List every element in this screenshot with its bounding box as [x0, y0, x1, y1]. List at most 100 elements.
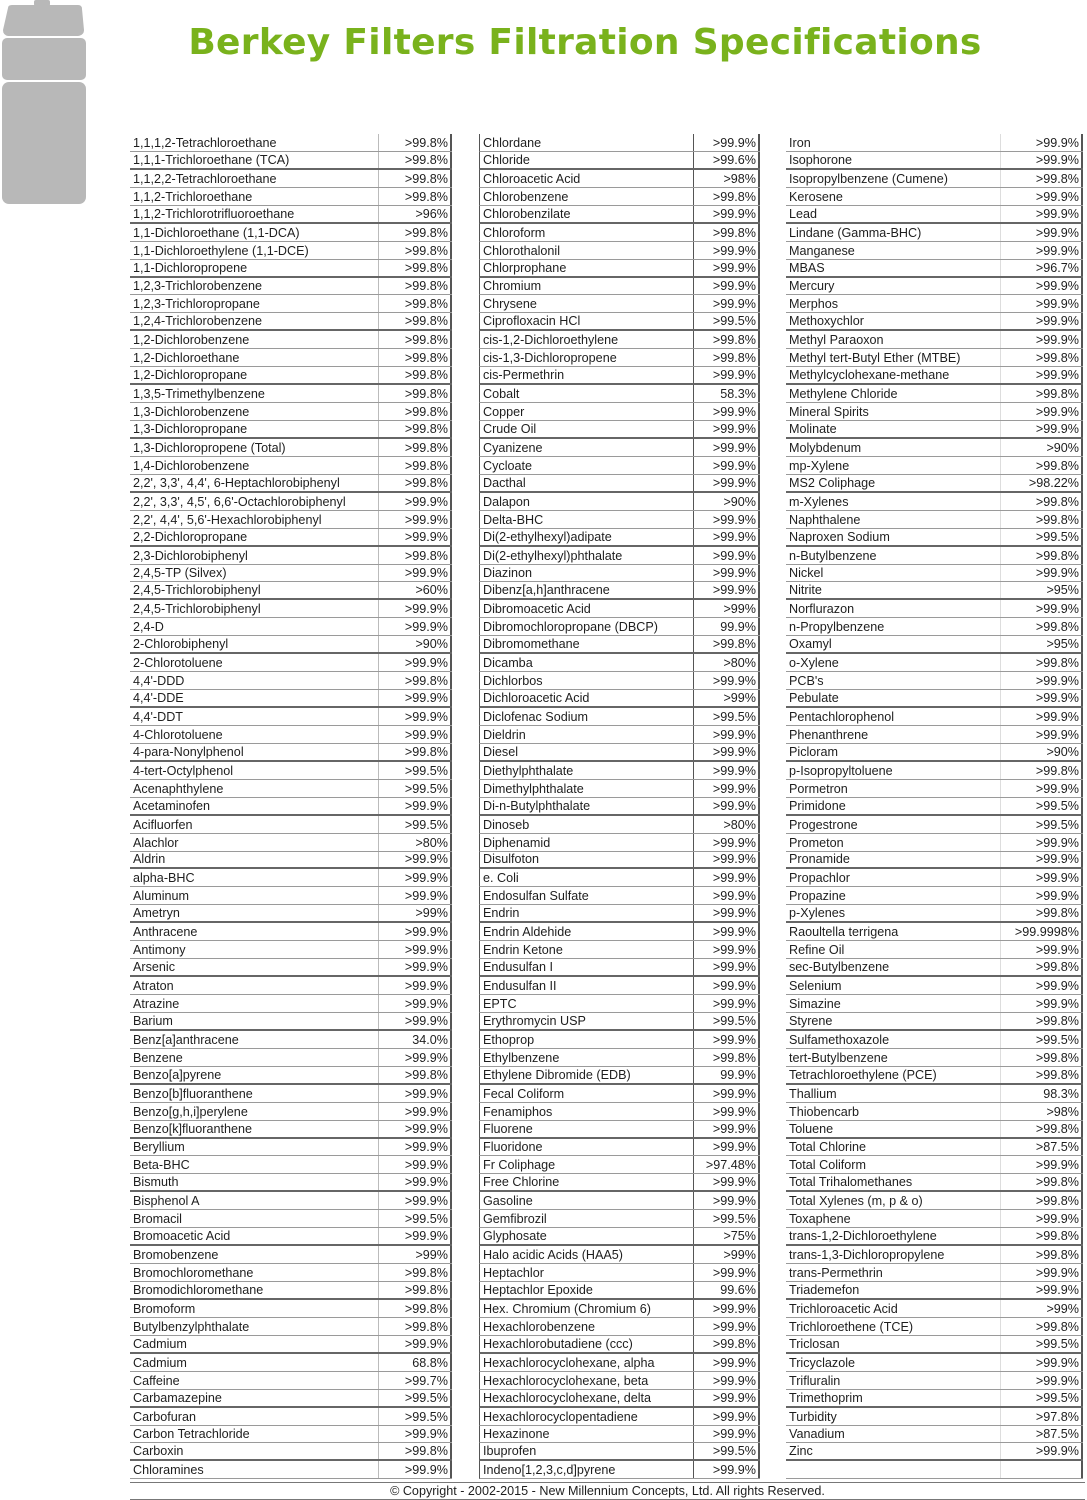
removal-rate: >99.9%	[404, 1158, 448, 1173]
removal-rate: >90%	[723, 494, 756, 509]
table-row: Mercury >99.9%	[786, 278, 1083, 296]
removal-rate: >99.9%	[1035, 405, 1079, 419]
removal-rate: >80%	[723, 817, 756, 832]
table-row: Tetrachloroethylene (PCE) >99.8%	[786, 1067, 1083, 1085]
table-row: Endrin Ketone >99.9%	[479, 941, 760, 960]
contaminant-name: Benzo[a]pyrene	[133, 1067, 222, 1082]
table-row: Fluoridone >99.9%	[479, 1138, 760, 1157]
table-row: Turbidity >97.8%	[786, 1408, 1083, 1426]
contaminant-name: o-Xylene	[789, 656, 839, 671]
removal-rate: >99.9%	[1035, 368, 1079, 383]
table-row: Acifluorfen >99.5%	[130, 816, 452, 834]
removal-rate: >99.9%	[712, 781, 756, 796]
table-row: Beta-BHC >99.9%	[130, 1156, 452, 1175]
table-row: 1,3-Dichloropropane >99.8%	[130, 421, 452, 439]
table-row: Prometon >99.9%	[786, 834, 1083, 852]
contaminant-name: 4-Chlorotoluene	[133, 727, 223, 742]
table-row: Indeno[1,2,3,c,d]pyrene >99.9%	[479, 1461, 760, 1480]
table-row: Manganese >99.9%	[786, 242, 1083, 260]
table-row: Trifluralin >99.9%	[786, 1372, 1083, 1390]
removal-rate: >99.9%	[712, 1104, 756, 1119]
removal-rate: >99.8%	[1035, 494, 1079, 509]
contaminant-name: Bismuth	[133, 1175, 179, 1190]
removal-rate: >99.9%	[1035, 852, 1079, 867]
contaminant-name: Progestrone	[789, 817, 858, 832]
table-row: Bismuth >99.9%	[130, 1174, 452, 1193]
table-row: Isopropylbenzene (Cumene) >99.8%	[786, 170, 1083, 188]
removal-rate: >99.5%	[404, 817, 448, 832]
removal-rate: >99.9%	[712, 529, 756, 544]
table-row: Chlordane >99.9%	[479, 134, 760, 152]
table-row: Vanadium >87.5%	[786, 1426, 1083, 1444]
contaminant-name: Bromoform	[133, 1301, 196, 1316]
table-row: Progestrone >99.5%	[786, 816, 1083, 834]
removal-rate: >99.8%	[1035, 620, 1079, 635]
table-row: Dibromochloropropane (DBCP) 99.9%	[479, 618, 760, 637]
table-row: 1,1,1-Trichloroethane (TCA) >99.8%	[130, 152, 452, 170]
removal-rate: >99.5%	[404, 1390, 448, 1405]
contaminant-name: 1,1,2-Trichlorotrifluoroethane	[133, 206, 295, 221]
table-row: Heptachlor Epoxide 99.6%	[479, 1282, 760, 1300]
table-row: Ametryn >99%	[130, 905, 452, 924]
removal-rate: 99.6%	[720, 1282, 756, 1297]
contaminant-name: n-Butylbenzene	[789, 548, 877, 563]
contaminant-name: Styrene	[789, 1013, 833, 1028]
table-row: Erythromycin USP >99.5%	[479, 1012, 760, 1031]
table-row: Fecal Coliform >99.9%	[479, 1084, 760, 1103]
table-row: 4-para-Nonylphenol >99.8%	[130, 744, 452, 762]
contaminant-name: Propachlor	[789, 871, 850, 886]
table-row: Dichlorbos >99.9%	[479, 672, 760, 691]
contaminant-name: 1,4-Dichlorobenzene	[133, 458, 250, 473]
contaminant-name: Chloroacetic Acid	[483, 171, 581, 186]
table-row: MBAS >96.7%	[786, 260, 1083, 278]
contaminant-name: 1,2,3-Trichloropropane	[133, 297, 260, 312]
table-row: Chlorobenzene >99.8%	[479, 187, 760, 206]
removal-rate: >99.9%	[1035, 781, 1079, 796]
table-row: Hexachlorocyclohexane, alpha >99.9%	[479, 1353, 760, 1372]
removal-rate: >99%	[723, 602, 756, 617]
contaminant-name: Acenaphthylene	[133, 781, 224, 796]
table-row: p-Xylenes >99.8%	[786, 905, 1083, 924]
contaminant-name: Antimony	[133, 943, 186, 958]
table-row: Dieldrin >99.9%	[479, 725, 760, 744]
table-row: Cycloate >99.9%	[479, 456, 760, 475]
contaminant-name: Mineral Spirits	[789, 405, 869, 419]
contaminant-name: 2,3-Dichlorobiphenyl	[133, 548, 248, 563]
contaminant-name: Ethylene Dibromide (EDB)	[483, 1067, 631, 1082]
contaminant-name: Pormetron	[789, 781, 848, 796]
removal-rate: >99%	[723, 1248, 756, 1263]
contaminant-name: 1,1,2-Trichloroethane	[133, 189, 253, 204]
contaminant-name: Gasoline	[483, 1194, 533, 1209]
removal-rate: >99.9%	[1035, 727, 1079, 742]
removal-rate: >99.8%	[404, 314, 448, 329]
table-row: 1,2,3-Trichloropropane >99.8%	[130, 295, 452, 314]
removal-rate: >99.8%	[404, 458, 448, 473]
removal-rate: >99.8%	[712, 351, 756, 366]
table-row: 1,1-Dichloropropene >99.8%	[130, 260, 452, 278]
removal-rate: >99.8%	[712, 1336, 756, 1351]
table-row: Tricyclazole >99.9%	[786, 1354, 1083, 1372]
contaminant-name: Dimethylphthalate	[483, 781, 584, 796]
table-row: trans-1,2-Dichloroethylene >99.8%	[786, 1228, 1083, 1247]
removal-rate: >99.9%	[404, 494, 448, 509]
removal-rate: >99.9%	[1035, 1373, 1079, 1388]
table-row: Fr Coliphage >97.48%	[479, 1156, 760, 1175]
removal-rate: >99.9%	[404, 871, 448, 886]
removal-rate: >99.9%	[404, 602, 448, 617]
contaminant-name: Bromobenzene	[133, 1248, 219, 1263]
table-row: Hex. Chromium (Chromium 6) >99.9%	[479, 1299, 760, 1318]
contaminant-name: alpha-BHC	[133, 871, 195, 886]
removal-rate: >99.5%	[712, 314, 756, 329]
table-row: Benzo[a]pyrene >99.8%	[130, 1067, 452, 1085]
removal-rate: >99.9%	[712, 566, 756, 581]
table-row: Molinate >99.9%	[786, 421, 1083, 439]
removal-rate: >99.9%	[404, 1050, 448, 1065]
contaminant-name: Propazine	[789, 889, 846, 904]
table-row: 2-Chlorotoluene >99.9%	[130, 654, 452, 673]
table-row: Butylbenzylphthalate >99.8%	[130, 1318, 452, 1336]
contaminant-name: 2,2', 3,3', 4,5', 6,6'-Octachlorobipheny…	[133, 494, 346, 509]
removal-rate: 58.3%	[720, 387, 756, 402]
contaminant-name: cis-1,3-Dichloropropene	[483, 351, 617, 366]
contaminant-name: Aluminum	[133, 889, 189, 904]
table-row: trans-Permethrin >99.9%	[786, 1264, 1083, 1282]
